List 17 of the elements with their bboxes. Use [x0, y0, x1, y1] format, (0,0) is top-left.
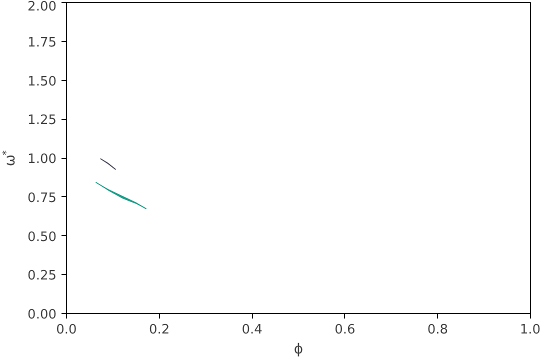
y-tick-label: 0.75 — [28, 190, 57, 206]
x-tick-label: 1.0 — [520, 322, 540, 338]
x-tick-label: 0.2 — [148, 322, 170, 338]
y-tick-label: 1.50 — [28, 74, 57, 90]
x-tick-label: 0.4 — [242, 322, 262, 338]
y-tick-label: 0.50 — [28, 230, 57, 245]
x-tick-label: 0.8 — [427, 322, 448, 338]
y-tick-label: 1.00 — [28, 152, 57, 167]
y-tick-label: 0.00 — [28, 308, 57, 322]
y-axis-title: ω* — [2, 150, 18, 166]
y-tick-label: 1.25 — [28, 113, 57, 128]
y-tick-label: 1.75 — [28, 35, 57, 50]
y-tick-label: 0.25 — [28, 268, 57, 284]
x-axis-title: ϕ — [294, 342, 304, 358]
x-tick-label: 0.0 — [56, 322, 77, 338]
y-tick-label: 2.00 — [28, 0, 57, 14]
x-tick-label: 0.6 — [334, 322, 356, 338]
